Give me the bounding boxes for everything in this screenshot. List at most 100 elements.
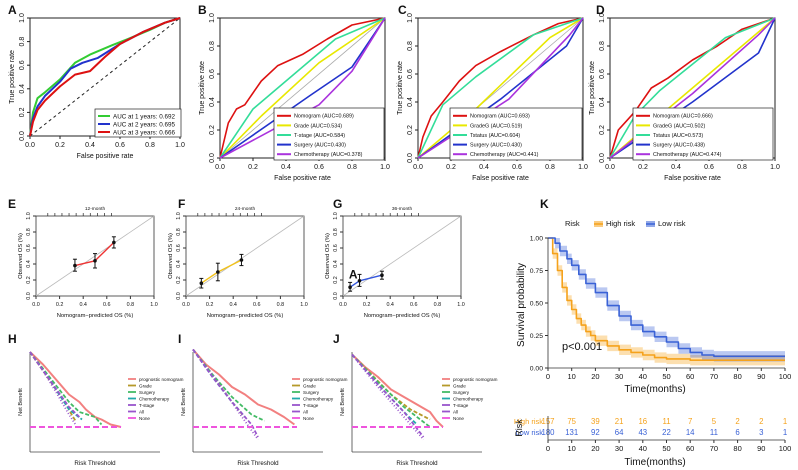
risk-table-count: 21 <box>615 417 624 426</box>
figure-canvas: A B C DE F GH I JK0.0 0.2 0.4 0.6 0.8 1.00.00.20.40.… <box>0 0 798 470</box>
risk-table-xtick-label: 60 <box>686 444 694 453</box>
cal-e-ytick-label: 1.0 <box>26 212 32 220</box>
roc-a-ytick-label: 0.8 <box>19 37 26 47</box>
km-ylabel: Survival probability <box>516 263 527 347</box>
cal-e-title: 12-month <box>85 206 106 212</box>
km-legend-label: High risk <box>606 219 635 228</box>
cal-g-xtick-label: 0.8 <box>434 302 442 308</box>
cal-g-ytick-label: 0.6 <box>333 244 339 252</box>
cal-e-xtick-label: 0.6 <box>103 302 111 308</box>
risk-table-count: 39 <box>591 417 600 426</box>
roc-b-ytick-label: 0.0 <box>209 153 216 163</box>
roc-d-ytick-label: 0.2 <box>599 125 606 135</box>
roc-c-ytick-label: 0.2 <box>407 125 414 135</box>
km-xtick-label: 10 <box>568 372 576 381</box>
cal-e-ytick-label: 0.0 <box>26 292 32 300</box>
roc-b-xtick-label: 0.0 <box>215 164 225 171</box>
km-xtick-label: 30 <box>615 372 623 381</box>
cal-f-ytick-label: 0.8 <box>176 228 182 236</box>
risk-table-count: 92 <box>591 428 600 437</box>
roc-a-ytick-label: 0.4 <box>19 84 26 94</box>
roc-a-ytick-label: 0.6 <box>19 60 26 70</box>
dca-j-xlabel: Risk Threshold <box>396 460 438 467</box>
dca-h-legend-label: Grade <box>139 383 152 388</box>
roc-d-xtick-label: 0.4 <box>671 164 681 171</box>
dca-i-legend-label: prognostic nomogram <box>303 377 348 382</box>
km-xtick-label: 20 <box>591 372 599 381</box>
roc-d-ylabel: True positive rate <box>589 61 596 115</box>
cal-e-xtick-label: 0.0 <box>32 302 40 308</box>
roc-d-legend-label: Nomogram (AUC=0.666) <box>653 114 713 120</box>
dca-j-legend-label: None <box>453 416 464 421</box>
km-xtick-label: 100 <box>779 372 792 381</box>
panel-letter-g: G <box>333 197 342 211</box>
risk-table-xtick-label: 0 <box>546 444 550 453</box>
dca-i-legend-label: Surgery <box>303 390 320 395</box>
dca-i-legend-label: Chemotherapy <box>303 396 334 401</box>
km-legend-label: Low risk <box>658 219 686 228</box>
roc-a-xtick-label: 0.8 <box>145 142 155 149</box>
cal-f-ylabel: Observed OS (%) <box>168 233 174 279</box>
km-pvalue: p<0.001 <box>562 341 602 353</box>
dca-j-curve <box>352 355 430 420</box>
risk-table-count: 131 <box>565 428 578 437</box>
cal-f-xtick-label: 0.8 <box>277 302 285 308</box>
dca-j-ylabel: Net Benefit <box>340 388 346 416</box>
cal-g-xlabel: Nomogram−predicted OS (%) <box>364 313 441 319</box>
roc-d-xtick-label: 0.6 <box>704 164 714 171</box>
panel-letter-k: K <box>540 197 549 211</box>
risk-table-count: 1 <box>783 428 787 437</box>
cal-f-ytick-label: 1.0 <box>176 212 182 220</box>
km-xtick-label: 80 <box>733 372 741 381</box>
dca-h-legend-label: Surgery <box>139 390 156 395</box>
roc-b-legend-label: Chemotherapy (AUC=0.378) <box>294 152 363 158</box>
dca-j-curve <box>352 355 424 438</box>
risk-table-count: 22 <box>662 428 671 437</box>
risk-table-count: 3 <box>759 428 763 437</box>
roc-b-legend-label: Nomogram (AUC=0.689) <box>294 114 354 120</box>
km-xlabel: Time(months) <box>624 384 685 395</box>
roc-d-legend-label: Chemotherapy (AUC=0.474) <box>653 152 722 158</box>
km-xtick-label: 0 <box>546 372 550 381</box>
roc-d-xtick-label: 0.0 <box>605 164 615 171</box>
roc-b-xlabel: False positive rate <box>274 175 331 182</box>
dca-j-legend-label: All <box>453 409 458 414</box>
km-xtick-label: 50 <box>662 372 670 381</box>
cal-f-point <box>240 258 244 262</box>
risk-table-xtick-label: 100 <box>779 444 792 453</box>
dca-i-ylabel: Net Benefit <box>181 388 187 416</box>
cal-g-title: 36-month <box>392 206 413 212</box>
dca-h-xlabel: Risk Threshold <box>74 460 116 467</box>
roc-b-ytick-label: 1.0 <box>209 13 216 23</box>
cal-g-ideal-line <box>343 216 461 296</box>
km-ytick-label: 0.75 <box>530 268 543 275</box>
cal-g-point <box>348 285 352 289</box>
cal-e-ylabel: Observed OS (%) <box>18 233 24 279</box>
cal-e-ytick-label: 0.8 <box>26 228 32 236</box>
roc-d-ytick-label: 0.0 <box>599 153 606 163</box>
dca-h-curve <box>30 352 76 425</box>
cal-f-ytick-label: 0.4 <box>176 260 182 268</box>
cal-g-xtick-label: 0.0 <box>339 302 347 308</box>
roc-a-legend-label: AUC at 2 years: 0.695 <box>113 121 175 128</box>
km-ytick-label: 0.50 <box>530 301 543 308</box>
cal-e-point <box>73 264 77 268</box>
roc-c-xtick-label: 0.6 <box>512 164 522 171</box>
risk-table-xtick-label: 50 <box>662 444 670 453</box>
km-ytick-label: 0.00 <box>530 366 543 373</box>
roc-a-legend-label: AUC at 3 years: 0.666 <box>113 129 175 136</box>
km-xtick-label: 90 <box>757 372 765 381</box>
risk-table-count: 7 <box>688 417 692 426</box>
roc-b-xtick-label: 0.4 <box>281 164 291 171</box>
km-ytick-label: 1.00 <box>530 236 543 243</box>
dca-j-legend-label: Grade <box>453 383 466 388</box>
roc-c-xtick-label: 0.0 <box>413 164 423 171</box>
dca-h-ylabel: Net Benefit <box>18 388 24 416</box>
km-ytick-label: 0.25 <box>530 333 543 340</box>
panel-letter-a: A <box>8 3 17 17</box>
cal-e-xtick-label: 0.2 <box>56 302 64 308</box>
risk-table-xtick-label: 70 <box>710 444 718 453</box>
cal-e-xtick-label: 0.4 <box>79 302 87 308</box>
risk-table-count: 14 <box>686 428 695 437</box>
cal-f-ytick-label: 0.0 <box>176 292 182 300</box>
